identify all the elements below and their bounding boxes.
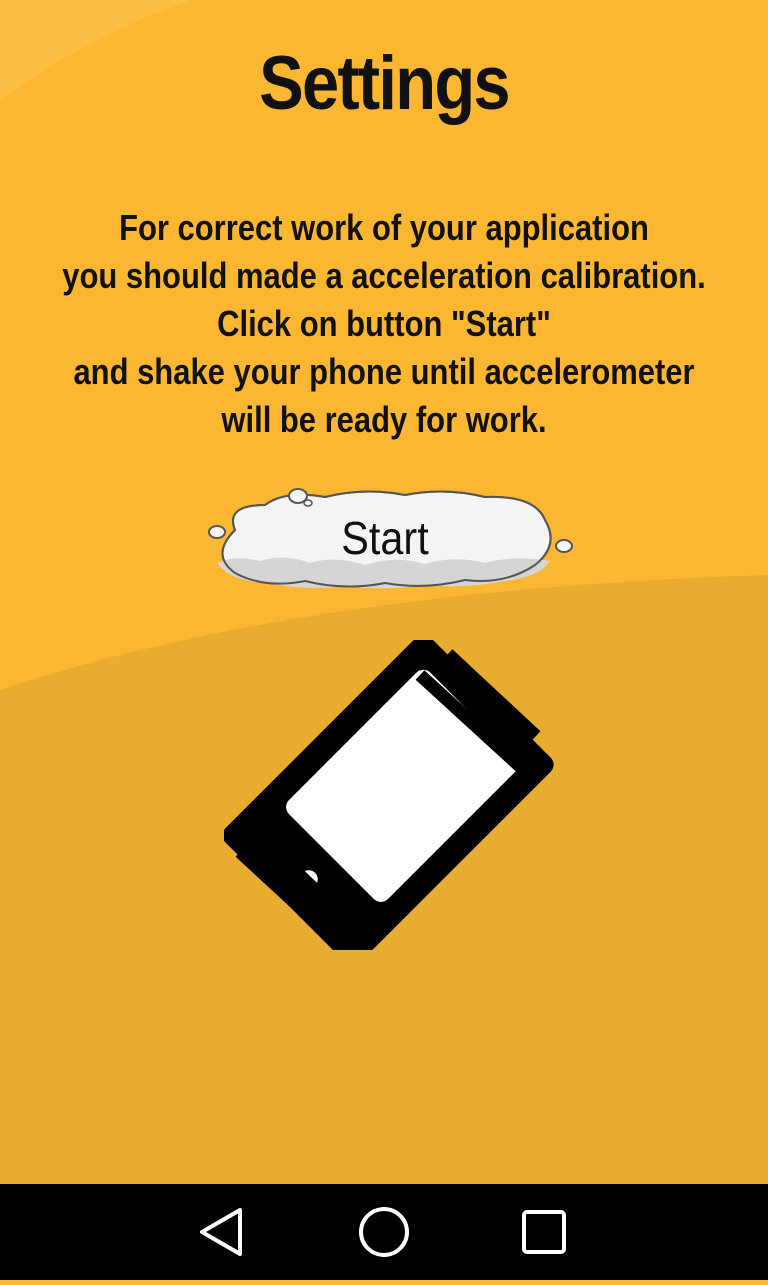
home-button[interactable] (336, 1184, 432, 1280)
page-title: Settings (259, 41, 511, 126)
recent-apps-square-icon (522, 1210, 566, 1254)
instruction-line: and shake your phone until accelerometer (73, 351, 695, 392)
background-decoration (0, 0, 768, 1184)
instruction-line: you should made a acceleration calibrati… (62, 255, 706, 296)
start-button[interactable]: Start (205, 485, 575, 595)
shake-phone-icon (224, 640, 554, 950)
back-button[interactable] (176, 1184, 272, 1280)
cloud-shape (208, 488, 573, 589)
instruction-line: For correct work of your application (119, 207, 649, 248)
instruction-line: Click on button "Start" (217, 303, 551, 344)
home-circle-icon (359, 1207, 409, 1257)
start-button-label: Start (341, 512, 429, 564)
back-triangle-icon (200, 1208, 242, 1256)
instructions-text: For correct work of your application you… (0, 204, 768, 444)
instruction-line: will be ready for work. (221, 399, 547, 440)
recent-apps-button[interactable] (496, 1184, 592, 1280)
navigation-bar (0, 1184, 768, 1280)
